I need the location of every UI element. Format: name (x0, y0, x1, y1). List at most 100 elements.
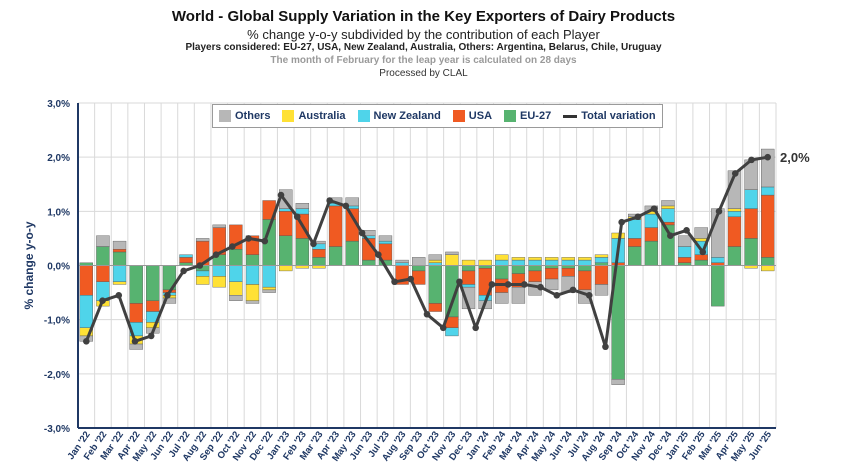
bar-segment-others (245, 300, 260, 304)
legend-swatch-australia (282, 110, 295, 122)
bar-segment-others (129, 343, 143, 350)
total-variation-point (293, 213, 301, 221)
chart-legend: Others Australia New Zealand USA EU-27 T… (212, 104, 663, 128)
total-variation-point (212, 251, 220, 258)
bar-segment-australia (511, 257, 526, 261)
bar-segment-others (96, 235, 110, 247)
total-variation-point (245, 235, 252, 242)
total-variation-point (683, 226, 690, 234)
processed-by: Processed by CLAL (379, 68, 468, 79)
bar-segment-eu-27 (112, 251, 127, 266)
legend-label-others: Others (235, 110, 271, 122)
bar-segment-australia (445, 254, 459, 266)
bar-segment-new-zealand (528, 259, 542, 266)
legend-label-eu27: EU-27 (520, 110, 552, 122)
total-variation-point (585, 291, 593, 299)
bar-segment-eu-27 (279, 235, 293, 266)
bar-segment-new-zealand (761, 186, 775, 196)
bar-segment-australia (727, 208, 742, 212)
bar-segment-usa (578, 270, 592, 291)
bar-segment-australia (611, 232, 625, 239)
total-variation-point (553, 291, 561, 299)
bar-segment-usa (694, 254, 708, 261)
legend-label-australia: Australia (298, 110, 346, 122)
bar-segment-new-zealand (212, 265, 226, 277)
bar-segment-usa (644, 227, 659, 242)
y-tick-label: 1,0% (47, 207, 70, 218)
bar-segment-eu-27 (146, 265, 160, 301)
bar-segment-others (295, 203, 310, 209)
total-variation-point (131, 338, 139, 345)
bar-segment-usa (544, 268, 559, 280)
bar-segment-eu-27 (744, 238, 758, 266)
bar-segment-australia (544, 257, 559, 261)
total-variation-point (731, 170, 739, 177)
bar-segment-eu-27 (96, 246, 110, 266)
bar-segment-usa (594, 265, 609, 285)
bar-segment-eu-27 (628, 246, 642, 266)
bar-segment-others (112, 240, 127, 250)
total-variation-point (310, 240, 317, 248)
bar-segment-usa (628, 238, 642, 247)
bar-segment-australia (594, 254, 609, 258)
total-variation-point (407, 275, 415, 283)
bar-segment-new-zealand (445, 327, 459, 337)
total-variation-point (83, 338, 90, 345)
bar-segment-australia (478, 259, 492, 266)
total-variation-point (715, 208, 723, 215)
total-variation-point (423, 310, 431, 318)
bar-segment-eu-27 (578, 265, 592, 272)
bar-segment-others (162, 297, 177, 304)
total-variation-point (147, 332, 155, 340)
bar-segment-usa (146, 300, 160, 312)
legend-line-total (563, 114, 578, 118)
total-variation-point (764, 153, 771, 161)
legend-label-new-zealand: New Zealand (373, 110, 441, 122)
legend-item-australia[interactable]: Australia (282, 110, 346, 122)
bar-segment-eu-27 (461, 265, 476, 272)
bar-segment-eu-27 (428, 265, 442, 304)
legend-swatch-others (219, 110, 231, 122)
legend-item-usa[interactable]: USA (452, 110, 492, 122)
bar-segment-others (694, 227, 708, 239)
bar-segment-new-zealand (495, 259, 509, 266)
bar-segment-usa (727, 216, 742, 247)
bar-segment-australia (761, 265, 775, 272)
bar-segment-new-zealand (229, 265, 243, 282)
bar-segment-others (229, 295, 243, 301)
bar-segment-australia (428, 259, 442, 263)
bar-segment-new-zealand (578, 259, 592, 266)
bar-segment-others (445, 251, 459, 255)
bar-segment-usa (79, 265, 93, 296)
y-tick-label: 2,0% (47, 153, 70, 164)
bar-segment-new-zealand (711, 257, 725, 263)
legend-swatch-eu27 (504, 110, 517, 122)
legend-item-others[interactable]: Others (219, 110, 270, 122)
bar-segment-new-zealand (661, 208, 675, 223)
total-variation-point (521, 281, 528, 288)
legend-swatch-usa (452, 110, 465, 122)
bar-segment-others (212, 224, 226, 228)
last-value-label: 2,0% (780, 150, 810, 165)
legend-item-total-variation[interactable]: Total variation (563, 110, 656, 122)
total-variation-point (342, 202, 350, 210)
players-note: Players considered: EU-27, USA, New Zeal… (185, 42, 662, 53)
bar-segment-eu-27 (312, 257, 326, 266)
y-tick-label: 3,0% (47, 99, 70, 110)
bar-segment-australia (528, 257, 542, 261)
total-variation-point (667, 232, 674, 240)
bar-segment-australia (195, 276, 210, 285)
bar-segment-eu-27 (229, 249, 243, 266)
bar-segment-new-zealand (262, 265, 276, 288)
bar-segment-australia (495, 254, 509, 261)
bar-segment-australia (245, 284, 260, 301)
bar-segment-others (195, 238, 210, 242)
bar-segment-eu-27 (328, 246, 343, 266)
bar-segment-others (412, 257, 426, 266)
legend-item-new-zealand[interactable]: New Zealand (357, 110, 441, 122)
bar-segment-new-zealand (295, 208, 310, 215)
bar-segment-eu-27 (511, 265, 526, 274)
legend-item-eu27[interactable]: EU-27 (504, 110, 551, 122)
bar-segment-eu-27 (345, 240, 359, 266)
bar-segment-new-zealand (677, 246, 692, 258)
